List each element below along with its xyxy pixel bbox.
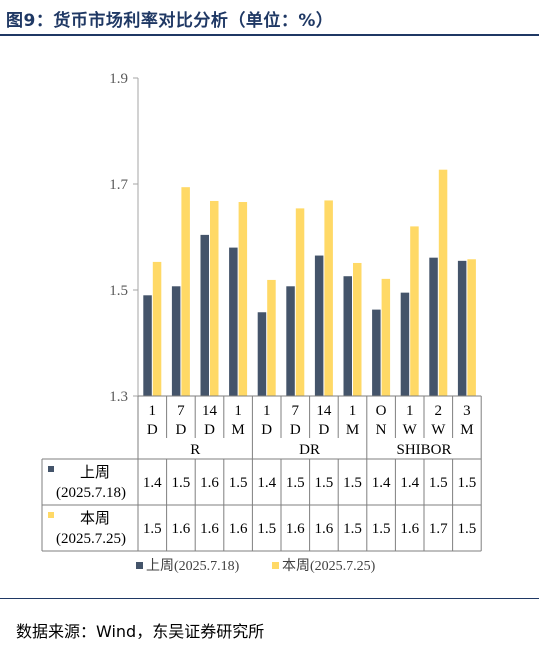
legend-label: 本周(2025.7.25) xyxy=(282,558,376,574)
y-tick-label: 1.5 xyxy=(109,283,128,299)
data-label: 1.6 xyxy=(400,521,419,537)
source-note: 数据来源：Wind，东吴证券研究所 xyxy=(16,622,265,641)
bar-this-week xyxy=(267,279,276,396)
table-series-label: (2025.7.25) xyxy=(56,531,126,547)
table-series-label: 上周 xyxy=(80,464,110,481)
bar-this-week xyxy=(438,169,448,396)
data-label: 1.5 xyxy=(257,521,276,537)
y-tick-label: 1.9 xyxy=(109,71,128,87)
data-label: 1.5 xyxy=(229,475,248,491)
legend-key xyxy=(272,562,279,569)
bar-last-week xyxy=(457,260,467,396)
y-tick-label: 1.3 xyxy=(109,389,128,405)
data-label: 1.5 xyxy=(143,521,162,537)
category-label-line1: 1 xyxy=(234,403,242,419)
bar-this-week xyxy=(181,187,190,396)
table-legend-key xyxy=(48,512,54,518)
category-label-line2: M xyxy=(346,422,359,438)
data-label: 1.6 xyxy=(229,521,248,537)
bar-this-week xyxy=(210,200,219,396)
category-label-line1: 1 xyxy=(149,403,157,419)
bar-last-week xyxy=(171,286,181,396)
category-label-line1: 1 xyxy=(263,403,271,419)
category-label-line1: 1 xyxy=(349,403,357,419)
data-label: 1.6 xyxy=(200,521,219,537)
category-label-line1: 7 xyxy=(292,403,300,419)
category-label-line1: 14 xyxy=(316,403,332,419)
legend-key xyxy=(136,562,143,569)
table-series-label: (2025.7.18) xyxy=(56,485,126,501)
bar-last-week xyxy=(286,286,295,396)
data-label: 1.5 xyxy=(343,521,362,537)
data-label: 1.6 xyxy=(200,475,219,491)
data-label: 1.4 xyxy=(400,475,419,491)
bar-this-week xyxy=(295,208,305,396)
category-label-line2: D xyxy=(290,422,301,438)
group-label: SHIBOR xyxy=(396,442,451,458)
bar-this-week xyxy=(152,261,162,396)
category-label-line2: M xyxy=(460,422,473,438)
bar-last-week xyxy=(400,292,410,396)
category-label-line2: N xyxy=(376,422,387,438)
bar-last-week xyxy=(257,312,267,396)
bar-this-week xyxy=(381,278,391,396)
category-label-line1: O xyxy=(376,403,387,419)
bottom-rule xyxy=(0,598,539,599)
category-label-line2: D xyxy=(261,422,272,438)
bar-last-week xyxy=(200,234,209,396)
data-label: 1.4 xyxy=(257,475,276,491)
bar-last-week xyxy=(429,257,438,396)
bar-last-week xyxy=(343,276,352,396)
bar-last-week xyxy=(229,247,238,396)
bar-this-week xyxy=(410,226,419,396)
data-label: 1.5 xyxy=(458,521,477,537)
legend-label: 上周(2025.7.18) xyxy=(146,558,240,574)
table-series-label: 本周 xyxy=(80,510,110,527)
bar-this-week xyxy=(467,259,476,396)
category-label-line2: W xyxy=(431,422,446,438)
category-label-line1: 14 xyxy=(202,403,218,419)
bar-this-week xyxy=(353,262,362,396)
data-label: 1.6 xyxy=(172,521,191,537)
category-label-line2: W xyxy=(403,422,418,438)
category-label-line1: 3 xyxy=(463,403,471,419)
bar-this-week xyxy=(238,202,248,396)
data-label: 1.5 xyxy=(286,475,305,491)
category-label-line1: 7 xyxy=(177,403,185,419)
bar-last-week xyxy=(372,309,381,396)
bar-chart: 1.3 1.5 1.7 1.9 1 D 7 D 14 D 1 M 1 D 7 D 14 D 1 M ON 1 W 2 W 3 M R D… xyxy=(41,71,482,574)
data-label: 1.6 xyxy=(315,521,334,537)
category-label-line2: D xyxy=(147,422,158,438)
data-label: 1.5 xyxy=(458,475,477,491)
category-label-line2: D xyxy=(318,422,329,438)
bar-last-week xyxy=(314,255,324,396)
bar-this-week xyxy=(324,200,333,396)
top-rule xyxy=(0,34,539,36)
group-label: DR xyxy=(299,442,320,458)
data-label: 1.4 xyxy=(372,475,391,491)
category-label-line1: 2 xyxy=(435,403,443,419)
category-label-line1: 1 xyxy=(406,403,414,419)
category-label-line2: M xyxy=(231,422,244,438)
data-label: 1.5 xyxy=(343,475,362,491)
data-label: 1.5 xyxy=(172,475,191,491)
category-label-line2: D xyxy=(204,422,215,438)
y-tick-label: 1.7 xyxy=(109,177,128,193)
category-label-line2: D xyxy=(175,422,186,438)
table-legend-key xyxy=(48,466,54,472)
data-label: 1.5 xyxy=(429,475,448,491)
chart-title: 图9：货币市场利率对比分析（单位：%） xyxy=(6,11,334,31)
data-label: 1.7 xyxy=(429,521,448,537)
data-label: 1.5 xyxy=(372,521,391,537)
group-label: R xyxy=(190,442,200,458)
data-label: 1.6 xyxy=(286,521,305,537)
data-label: 1.5 xyxy=(315,475,334,491)
bar-last-week xyxy=(143,295,152,396)
data-label: 1.4 xyxy=(143,475,162,491)
